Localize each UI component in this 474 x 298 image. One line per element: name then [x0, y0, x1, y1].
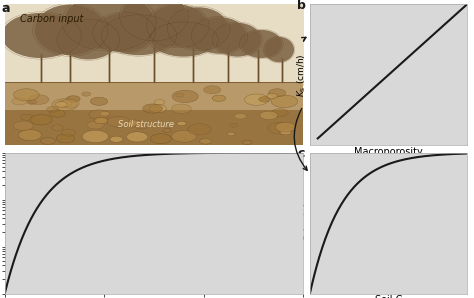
Circle shape: [235, 113, 246, 119]
Ellipse shape: [169, 7, 228, 49]
Ellipse shape: [58, 20, 118, 60]
Circle shape: [100, 111, 110, 116]
Circle shape: [143, 104, 163, 113]
Text: Carbon input: Carbon input: [19, 14, 83, 24]
Bar: [5, 82, 303, 145]
Circle shape: [188, 124, 211, 135]
Circle shape: [107, 117, 130, 127]
Y-axis label: $K_\mathrm{S}$ (cm/h): $K_\mathrm{S}$ (cm/h): [296, 53, 309, 97]
Circle shape: [172, 90, 198, 103]
Ellipse shape: [64, 0, 154, 49]
Circle shape: [135, 123, 148, 129]
Circle shape: [204, 86, 221, 94]
Circle shape: [259, 97, 271, 102]
Circle shape: [61, 129, 76, 136]
Circle shape: [172, 104, 191, 114]
Circle shape: [30, 114, 52, 125]
Ellipse shape: [240, 30, 282, 58]
Ellipse shape: [103, 16, 175, 55]
Circle shape: [41, 138, 55, 144]
Circle shape: [275, 122, 296, 132]
Ellipse shape: [264, 37, 294, 62]
Ellipse shape: [2, 13, 79, 58]
Ellipse shape: [121, 0, 187, 40]
Circle shape: [82, 130, 109, 143]
Ellipse shape: [148, 4, 208, 47]
Circle shape: [200, 139, 211, 144]
Circle shape: [55, 102, 67, 107]
Circle shape: [91, 97, 108, 105]
Circle shape: [150, 134, 171, 144]
Text: b: b: [297, 0, 306, 12]
Circle shape: [149, 105, 166, 113]
Circle shape: [110, 136, 123, 142]
Circle shape: [50, 110, 65, 117]
Circle shape: [27, 100, 37, 104]
Circle shape: [271, 95, 298, 108]
Y-axis label: $K_\mathrm{S}$ (cm/h): $K_\mathrm{S}$ (cm/h): [296, 201, 309, 245]
Circle shape: [230, 123, 238, 127]
Text: Soil structure: Soil structure: [118, 120, 174, 129]
Circle shape: [154, 100, 165, 105]
Circle shape: [66, 96, 80, 102]
Circle shape: [12, 98, 27, 105]
Circle shape: [14, 121, 33, 131]
Circle shape: [268, 122, 292, 134]
Circle shape: [94, 117, 108, 124]
Circle shape: [163, 128, 171, 132]
Ellipse shape: [192, 17, 246, 54]
Circle shape: [280, 129, 292, 135]
Circle shape: [260, 111, 278, 119]
Circle shape: [172, 130, 197, 142]
Bar: [5, 110, 303, 145]
Circle shape: [176, 93, 184, 97]
X-axis label: Soil C: Soil C: [375, 295, 402, 298]
Circle shape: [268, 89, 286, 97]
Circle shape: [212, 95, 226, 101]
Circle shape: [28, 95, 49, 105]
Circle shape: [128, 120, 142, 127]
Circle shape: [14, 89, 39, 101]
Circle shape: [18, 130, 42, 141]
Circle shape: [58, 100, 72, 107]
Circle shape: [20, 114, 33, 120]
Circle shape: [177, 121, 186, 126]
Circle shape: [87, 121, 104, 129]
Circle shape: [267, 94, 277, 98]
Text: a: a: [2, 2, 10, 15]
Circle shape: [228, 132, 235, 136]
Circle shape: [272, 108, 288, 117]
Circle shape: [60, 99, 79, 108]
Ellipse shape: [214, 23, 261, 57]
Circle shape: [245, 94, 269, 105]
Circle shape: [179, 137, 186, 140]
X-axis label: Macroporosity: Macroporosity: [354, 147, 423, 157]
Circle shape: [52, 125, 63, 130]
Circle shape: [89, 110, 109, 119]
Circle shape: [127, 132, 148, 142]
Ellipse shape: [151, 23, 217, 57]
Circle shape: [242, 140, 252, 145]
Circle shape: [52, 99, 78, 111]
Circle shape: [56, 134, 75, 143]
Text: c: c: [297, 147, 305, 160]
Ellipse shape: [94, 13, 154, 52]
Circle shape: [82, 92, 91, 96]
Circle shape: [47, 106, 59, 112]
Ellipse shape: [35, 4, 106, 55]
